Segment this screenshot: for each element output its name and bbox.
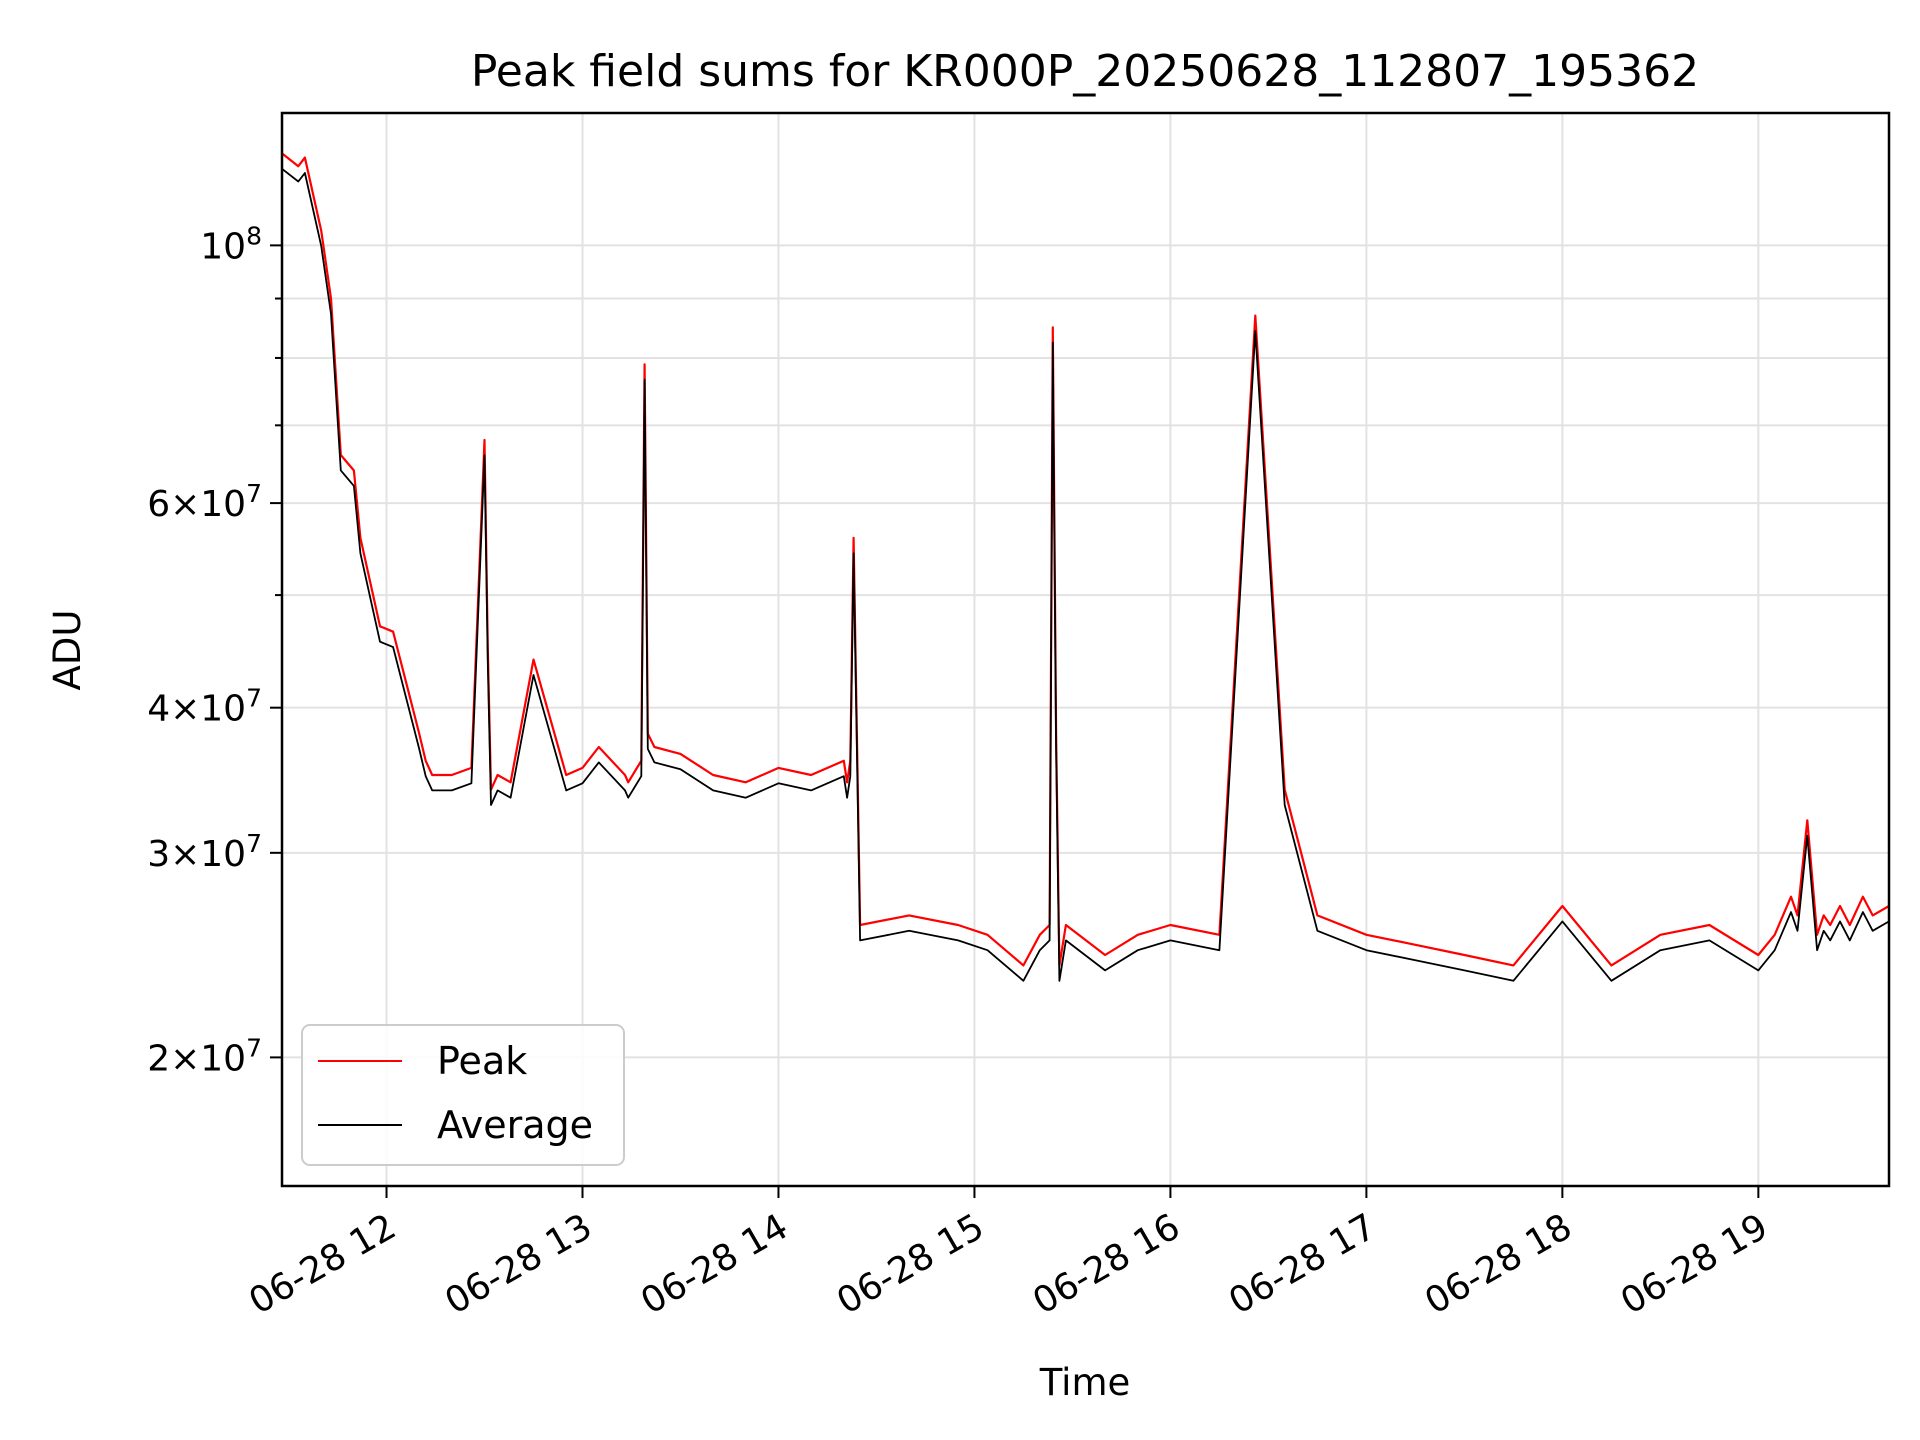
y-tick-label: 2×107 [147,1033,262,1079]
y-tick-label: 3×107 [147,829,262,875]
y-tick-label: 108 [200,221,262,267]
y-tick-label: 4×107 [147,684,262,730]
y-axis-label: ADU [46,610,89,691]
chart-title: Peak field sums for KR000P_20250628_1128… [471,46,1699,97]
y-tick-label: 6×107 [147,479,262,525]
plot-frame [280,111,1891,1188]
legend-label-peak: Peak [437,1039,527,1083]
x-axis-label: Time [1039,1361,1131,1404]
legend-label-average: Average [437,1103,593,1147]
legend: Peak Average [301,1024,625,1166]
series-layer [281,152,1890,982]
series-line-average [281,168,1890,982]
